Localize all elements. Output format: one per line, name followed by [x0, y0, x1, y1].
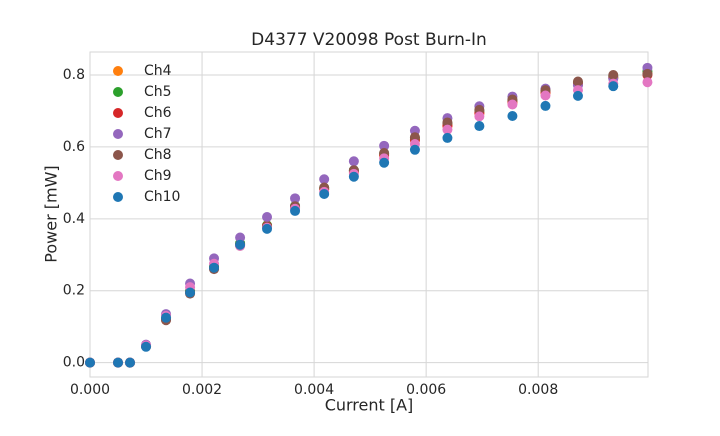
point [235, 239, 246, 250]
point [540, 90, 551, 101]
point [262, 223, 273, 234]
x-tick-label: 0.008 [518, 382, 558, 398]
point [113, 357, 124, 368]
point [319, 174, 330, 185]
x-tick-label: 0.006 [406, 382, 446, 398]
point [442, 132, 453, 143]
y-tick-label: 0.4 [63, 211, 85, 227]
chart-title: D4377 V20098 Post Burn-In [251, 30, 487, 50]
point [290, 205, 301, 216]
legend-label: Ch9 [144, 168, 172, 184]
points [85, 62, 653, 368]
point [442, 124, 453, 135]
point [290, 193, 301, 204]
x-axis-label: Current [A] [325, 396, 414, 415]
point [185, 287, 196, 298]
point [409, 132, 420, 143]
y-tick-label: 0.8 [63, 67, 85, 83]
point [85, 357, 95, 368]
legend-label: Ch10 [144, 189, 180, 205]
point [125, 357, 136, 368]
point [608, 81, 619, 92]
x-tick-label: 0.002 [182, 382, 222, 398]
point [379, 157, 390, 168]
point [209, 262, 220, 273]
legend-marker [113, 108, 123, 118]
point [507, 110, 518, 121]
point [319, 189, 330, 200]
y-tick-label: 0.6 [63, 139, 85, 155]
point [572, 90, 583, 101]
y-tick-label: 0.2 [63, 283, 85, 299]
y-axis-label: Power [mW] [42, 165, 61, 262]
legend-label: Ch5 [144, 84, 172, 100]
point [262, 212, 273, 223]
point [540, 100, 551, 111]
point [474, 111, 485, 122]
point [379, 140, 390, 151]
point [572, 76, 583, 87]
point [348, 156, 359, 167]
point [409, 144, 420, 155]
point [161, 312, 172, 323]
legend-marker [113, 150, 123, 160]
point [608, 70, 619, 81]
point [642, 68, 653, 79]
point [442, 117, 453, 128]
legend-label: Ch7 [144, 126, 172, 142]
legend-marker [113, 192, 123, 202]
x-tick-label: 0.004 [294, 382, 334, 398]
legend-label: Ch6 [144, 105, 172, 121]
point [141, 341, 152, 352]
point [642, 77, 653, 88]
legend-marker [113, 87, 123, 97]
legend-label: Ch8 [144, 147, 172, 163]
point [235, 232, 246, 243]
legend-marker [113, 171, 123, 181]
point [474, 121, 485, 132]
point [348, 171, 359, 182]
x-tick-label: 0.000 [70, 382, 110, 398]
grid [89, 52, 648, 377]
legend-label: Ch4 [144, 63, 172, 79]
point [507, 99, 518, 110]
y-tick-label: 0.0 [63, 355, 85, 371]
legend-marker [113, 66, 123, 76]
legend: Ch4 Ch5 Ch6 Ch7 Ch8 Ch9 Ch10 [113, 63, 180, 205]
plot-area [89, 51, 649, 378]
legend-marker [113, 129, 123, 139]
